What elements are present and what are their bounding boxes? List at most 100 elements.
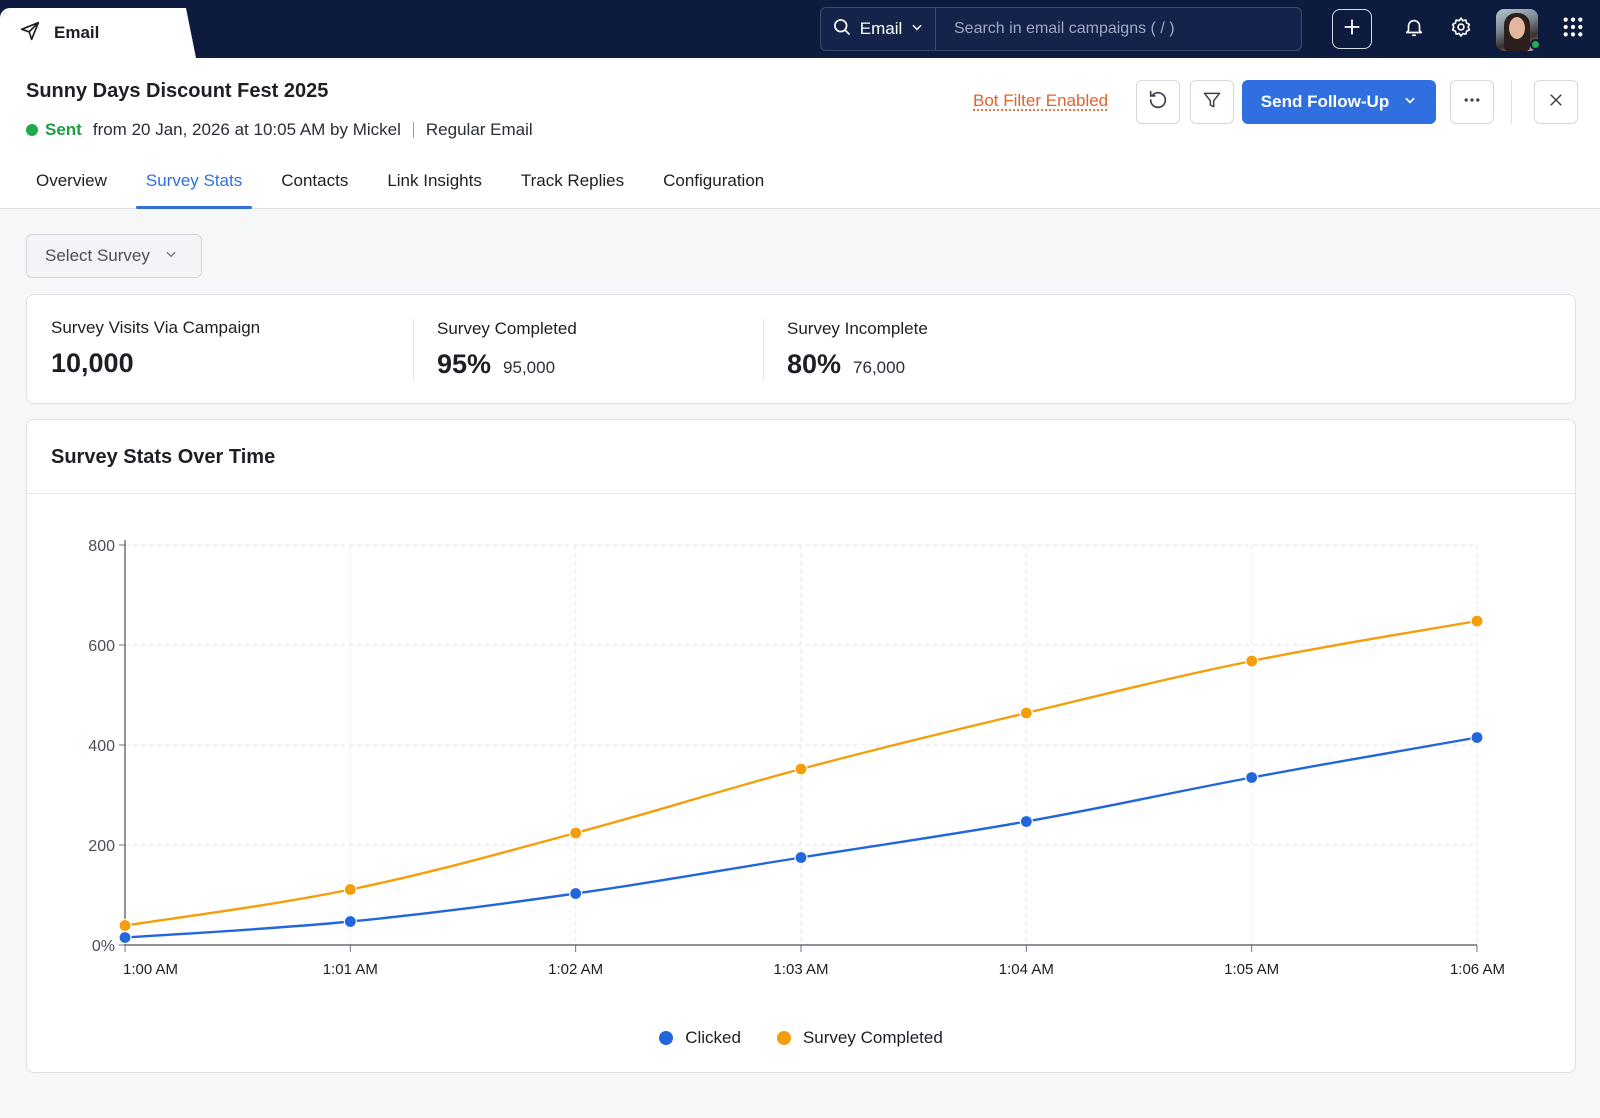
data-point-survey-completed xyxy=(1245,654,1259,668)
chart-header-divider xyxy=(27,493,1575,494)
data-point-clicked xyxy=(343,914,357,929)
legend-label: Survey Completed xyxy=(802,1028,943,1047)
stat-survey-visits: Survey Visits Via Campaign 10,000 xyxy=(51,318,260,379)
paper-plane-icon xyxy=(20,21,40,46)
stat-divider xyxy=(413,319,414,381)
data-point-survey-completed xyxy=(343,882,357,897)
y-tick-label: 400 xyxy=(88,738,115,755)
chevron-down-icon xyxy=(164,246,178,266)
data-point-clicked xyxy=(794,850,808,865)
survey-stats-chart-card: Survey Stats Over Time 0% 200 400 600 800 1:0… xyxy=(26,419,1576,1073)
create-new-button[interactable] xyxy=(1332,9,1372,49)
survey-summary-card: Survey Visits Via Campaign 10,000 Survey… xyxy=(26,294,1576,404)
campaign-type: Regular Email xyxy=(425,120,533,139)
stat-label: Survey Visits Via Campaign xyxy=(51,318,261,337)
data-point-survey-completed xyxy=(1470,614,1484,628)
stat-percent: 80% xyxy=(787,349,842,379)
email-module-tab[interactable]: Email xyxy=(0,8,196,58)
gear-icon xyxy=(1450,16,1472,43)
stat-percent: 95% xyxy=(437,349,492,379)
email-module-label: Email xyxy=(54,23,100,42)
data-point-clicked xyxy=(118,930,132,945)
stat-survey-incomplete: Survey Incomplete 80% 76,000 xyxy=(787,319,928,380)
chevron-down-icon xyxy=(1403,92,1417,112)
campaign-title: Sunny Days Discount Fest 2025 xyxy=(26,80,329,102)
tab-overview[interactable]: Overview xyxy=(36,171,107,190)
stat-label: Survey Completed xyxy=(437,319,577,338)
search-icon xyxy=(832,17,852,42)
bot-filter-link[interactable]: Bot Filter Enabled xyxy=(973,91,1109,110)
top-navigation-bar: Email Email xyxy=(0,0,1600,58)
x-tick-label: 1:02 AM xyxy=(548,961,603,978)
y-tick-label: 200 xyxy=(88,838,115,855)
search-scope-dropdown[interactable]: Email xyxy=(821,8,936,50)
data-point-clicked xyxy=(1019,814,1033,829)
refresh-button[interactable] xyxy=(1136,80,1180,124)
send-follow-up-label: Send Follow-Up xyxy=(1260,92,1390,111)
legend-dot xyxy=(776,1031,791,1045)
stat-label: Survey Incomplete xyxy=(787,319,928,338)
campaign-meta: Sent from 20 Jan, 2026 at 10:05 AM by Mi… xyxy=(26,120,533,140)
legend-dot xyxy=(659,1031,674,1045)
avatar[interactable] xyxy=(1496,9,1538,51)
meta-divider xyxy=(412,122,414,138)
legend-item-clicked[interactable]: Clicked xyxy=(659,1028,741,1048)
tab-link-insights[interactable]: Link Insights xyxy=(387,171,482,190)
x-tick-label: 1:05 AM xyxy=(1224,961,1279,978)
y-tick-label: 600 xyxy=(88,638,115,655)
stat-value: 10,000 xyxy=(51,348,134,378)
apps-menu-button[interactable] xyxy=(1558,14,1588,44)
sent-status-dot xyxy=(26,124,38,136)
data-point-survey-completed xyxy=(794,762,808,776)
y-tick-label: 0% xyxy=(92,938,115,955)
x-tick-label: 1:00 AM xyxy=(123,961,178,978)
x-tick-label: 1:04 AM xyxy=(999,961,1054,978)
x-tick-label: 1:06 AM xyxy=(1450,961,1505,978)
legend-item-survey-completed[interactable]: Survey Completed xyxy=(776,1028,943,1048)
data-point-clicked xyxy=(1245,770,1259,785)
x-tick-label: 1:01 AM xyxy=(323,961,378,978)
chart-title: Survey Stats Over Time xyxy=(51,446,276,468)
close-button[interactable] xyxy=(1534,80,1578,124)
search-scope-label: Email xyxy=(859,19,903,38)
stat-count: 76,000 xyxy=(853,358,906,377)
refresh-icon xyxy=(1147,89,1169,116)
filter-button[interactable] xyxy=(1190,80,1234,124)
stat-count: 95,000 xyxy=(503,358,556,377)
stat-survey-completed: Survey Completed 95% 95,000 xyxy=(437,319,577,380)
header-divider xyxy=(1511,80,1512,124)
search-input[interactable] xyxy=(936,8,1301,50)
data-point-clicked xyxy=(569,886,583,901)
global-search: Email xyxy=(820,7,1302,51)
x-tick-label: 1:03 AM xyxy=(773,961,828,978)
data-point-survey-completed xyxy=(118,918,132,933)
apps-grid-icon xyxy=(1562,16,1584,43)
campaign-header: Sunny Days Discount Fest 2025 Sent from … xyxy=(0,58,1600,209)
sent-info: from 20 Jan, 2026 at 10:05 AM by Mickel xyxy=(92,120,401,139)
tab-configuration[interactable]: Configuration xyxy=(663,171,765,190)
tab-contacts[interactable]: Contacts xyxy=(281,171,349,190)
chart-legend: Clicked Survey Completed xyxy=(27,1028,1575,1048)
data-point-clicked xyxy=(1470,730,1484,745)
select-survey-label: Select Survey xyxy=(45,246,150,265)
bell-icon xyxy=(1403,16,1425,43)
y-tick-label: 800 xyxy=(88,538,115,555)
close-icon xyxy=(1547,91,1565,114)
data-point-survey-completed xyxy=(1019,706,1033,720)
tab-track-replies[interactable]: Track Replies xyxy=(520,171,625,190)
filter-icon xyxy=(1202,90,1222,115)
send-follow-up-button[interactable]: Send Follow-Up xyxy=(1242,80,1436,124)
more-options-button[interactable] xyxy=(1450,80,1494,124)
settings-button[interactable] xyxy=(1446,14,1476,44)
plus-icon xyxy=(1341,16,1363,43)
status-badge: Sent xyxy=(45,120,82,139)
tab-survey-stats[interactable]: Survey Stats xyxy=(135,168,253,209)
select-survey-dropdown[interactable]: Select Survey xyxy=(26,234,202,278)
campaign-tabs: Overview Survey Stats Contacts Link Insi… xyxy=(26,168,793,209)
chevron-down-icon xyxy=(910,19,924,39)
data-point-survey-completed xyxy=(569,826,583,840)
more-horizontal-icon xyxy=(1462,90,1482,115)
online-status-dot xyxy=(1530,39,1541,50)
stat-divider xyxy=(763,319,764,381)
notifications-button[interactable] xyxy=(1399,14,1429,44)
